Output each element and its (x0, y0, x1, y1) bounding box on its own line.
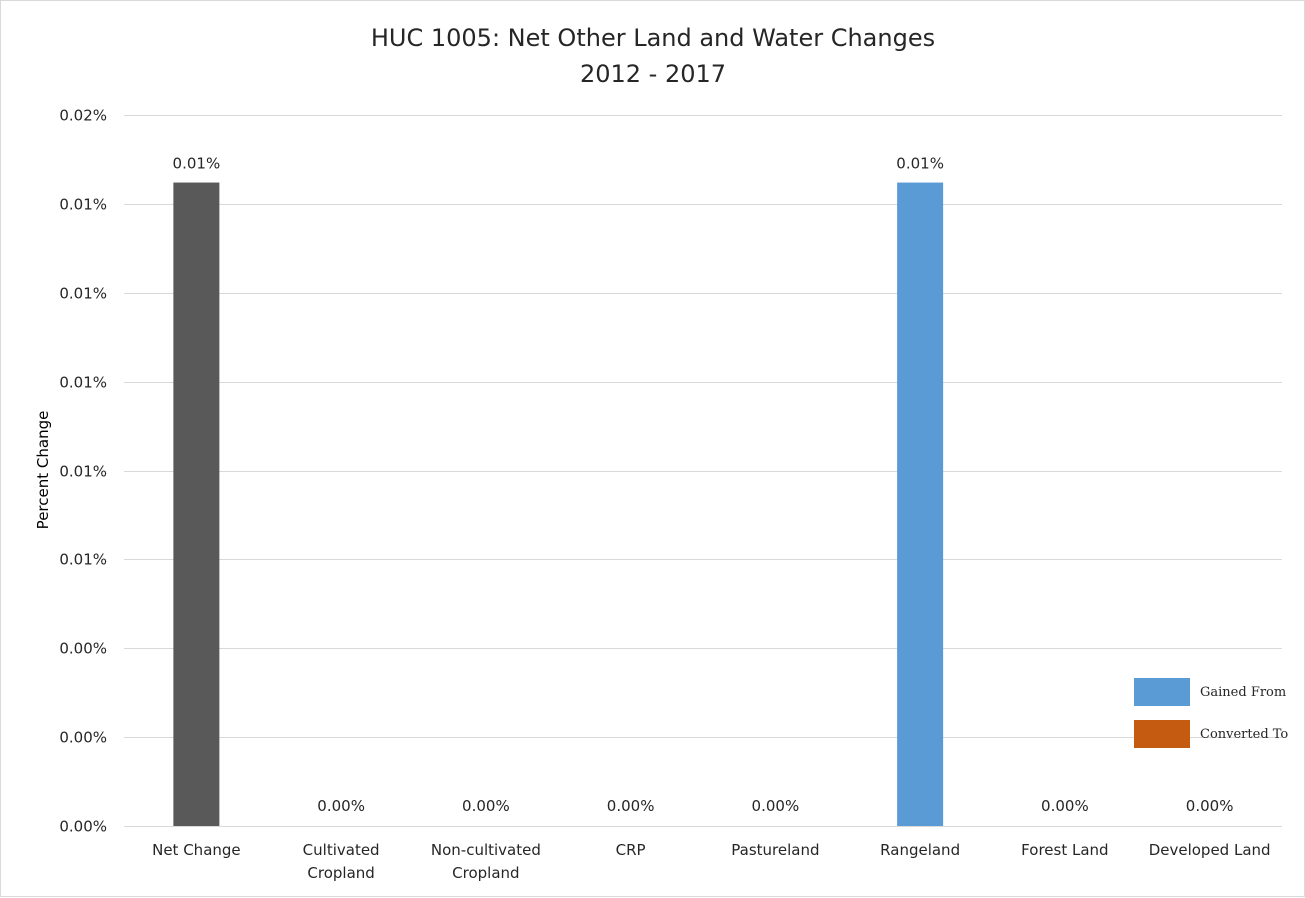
data-label: 0.00% (607, 797, 655, 815)
y-tick-label: 0.01% (59, 285, 107, 303)
legend-label-converted-to: Converted To (1200, 727, 1288, 742)
data-label: 0.01% (173, 155, 221, 173)
y-tick-label: 0.02% (59, 107, 107, 125)
bar (173, 182, 220, 827)
data-label: 0.00% (1186, 797, 1234, 815)
legend-swatch-converted-to (1134, 720, 1190, 748)
legend: Gained From Converted To (1134, 678, 1288, 748)
y-tick-label: 0.01% (59, 196, 107, 214)
x-tick-label: Pastureland (731, 841, 819, 859)
data-label: 0.00% (317, 797, 365, 815)
y-tick-label: 0.01% (59, 551, 107, 569)
data-labels: 0.01% 0.00% 0.00% 0.00% 0.00% 0.01% 0.00% 0.00% (173, 155, 1234, 815)
x-tick-label: Cultivated Cropland (303, 841, 380, 882)
x-tick-label: Non-cultivated Cropland (431, 841, 541, 882)
y-tick-label: 0.01% (59, 374, 107, 392)
y-tick-label: 0.00% (59, 640, 107, 658)
data-label: 0.00% (1041, 797, 1089, 815)
chart-subtitle: 2012 - 2017 (580, 60, 726, 88)
y-tick-label: 0.00% (59, 818, 107, 836)
y-axis-title: Percent Change (34, 411, 52, 530)
x-tick-label: Forest Land (1021, 841, 1108, 859)
bar (897, 182, 944, 827)
x-tick-label: CRP (616, 841, 646, 859)
y-axis-ticks: 0.00% 0.00% 0.00% 0.01% 0.01% 0.01% 0.01% 0.01%… (59, 107, 107, 836)
chart-title: HUC 1005: Net Other Land and Water Chang… (371, 24, 935, 52)
data-label: 0.00% (752, 797, 800, 815)
x-axis-ticks: Net Change Cultivated Cropland Non-cultivat… (152, 841, 1270, 882)
x-tick-label: Developed Land (1149, 841, 1271, 859)
x-tick-label: Net Change (152, 841, 241, 859)
y-tick-label: 0.01% (59, 463, 107, 481)
gridlines (124, 115, 1282, 827)
y-tick-label: 0.00% (59, 729, 107, 747)
bars (173, 182, 944, 827)
x-tick-label: Rangeland (880, 841, 960, 859)
legend-label-gained-from: Gained From (1200, 685, 1286, 700)
legend-swatch-gained-from (1134, 678, 1190, 706)
data-label: 0.00% (462, 797, 510, 815)
data-label: 0.01% (896, 155, 944, 173)
